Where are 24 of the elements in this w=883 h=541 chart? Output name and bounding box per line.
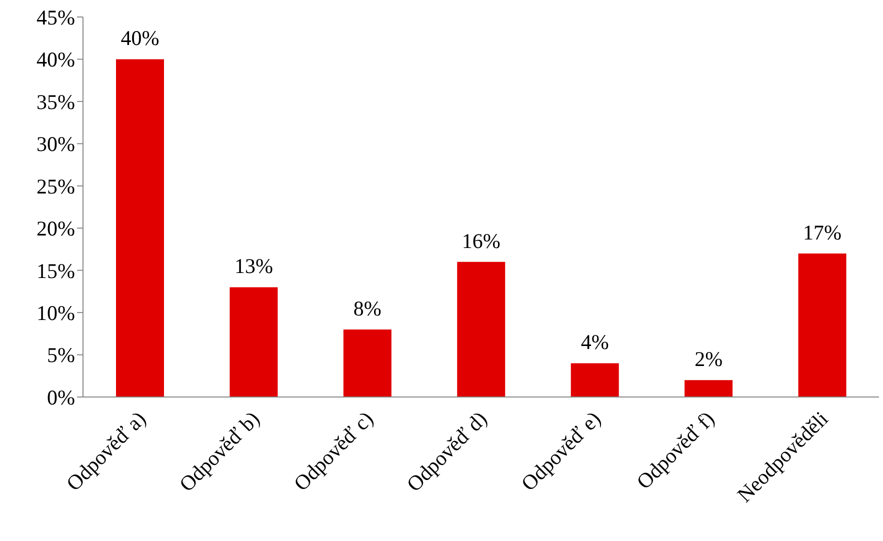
- bar: [457, 262, 506, 397]
- y-tick-label: 25%: [36, 174, 75, 198]
- data-label: 4%: [580, 330, 609, 354]
- bar: [798, 253, 846, 397]
- y-tick-label: 30%: [36, 132, 75, 156]
- data-label: 13%: [234, 254, 273, 278]
- bar: [230, 287, 278, 397]
- y-tick-label: 45%: [36, 5, 75, 30]
- y-tick-label: 0%: [47, 385, 75, 410]
- data-label: 17%: [803, 220, 842, 244]
- y-tick-label: 35%: [36, 90, 75, 114]
- bar: [116, 59, 164, 397]
- y-tick-label: 40%: [36, 48, 75, 72]
- data-label: 8%: [353, 296, 382, 320]
- y-tick-label: 10%: [36, 301, 75, 326]
- data-label: 16%: [462, 228, 500, 253]
- data-label: 40%: [120, 26, 160, 50]
- y-tick-label: 5%: [47, 343, 75, 368]
- bar: [343, 329, 392, 397]
- bar: [570, 363, 619, 397]
- y-tick-label: 20%: [36, 216, 75, 241]
- y-tick-label: 15%: [36, 258, 75, 283]
- data-label: 2%: [694, 347, 723, 372]
- bar: [684, 380, 733, 397]
